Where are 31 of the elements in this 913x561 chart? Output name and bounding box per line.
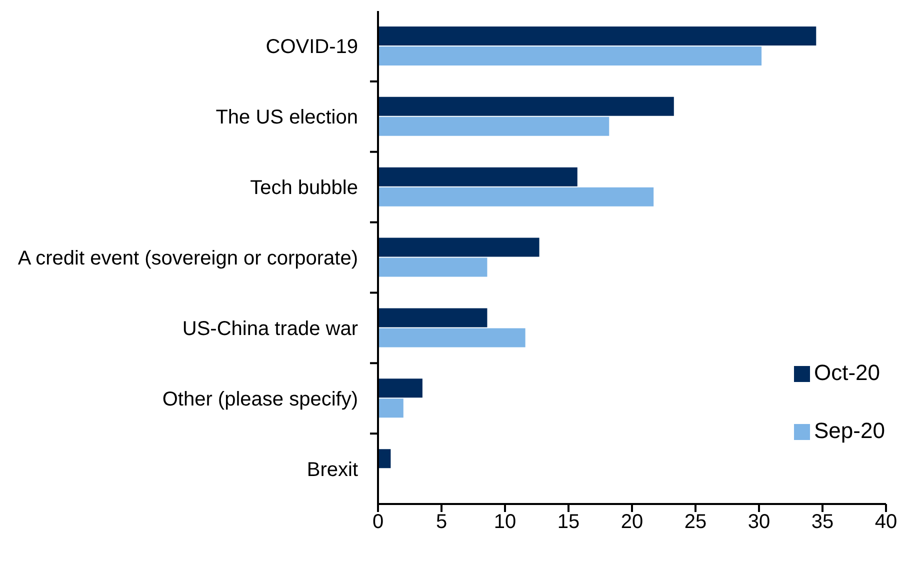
x-tick-label: 10 [494,511,516,534]
bar [378,398,404,418]
bar [378,167,578,186]
bar [378,258,488,277]
x-tick-label: 35 [811,511,834,534]
bar [378,378,422,398]
y-tick-label: US-China trade war [182,318,358,340]
bar [378,96,674,116]
y-tick-label: The US election [216,106,358,129]
y-tick-label: A credit event (sovereign or corporate) [18,248,358,270]
legend-label: Sep-20 [814,418,885,443]
bar [378,238,540,257]
y-tick-label: COVID-19 [266,36,358,58]
x-tick-label: 0 [372,511,384,534]
y-tick-label: Tech bubble [250,177,358,200]
x-tick-label: 40 [874,511,898,534]
bar [378,328,526,348]
bar [378,46,762,66]
bar [378,26,816,46]
legend-label: Oct-20 [814,360,880,385]
x-tick-label: 5 [436,511,448,534]
x-tick-label: 25 [684,511,707,534]
bar [378,449,391,468]
x-tick-label: 15 [557,511,580,534]
y-tick-label: Other (please specify) [162,388,358,410]
bar [378,187,654,206]
bar [378,116,610,136]
y-tick-label: Brexit [306,458,358,481]
x-tick-label: 30 [748,511,770,534]
x-tick-label: 20 [620,511,644,534]
bar [378,308,488,328]
